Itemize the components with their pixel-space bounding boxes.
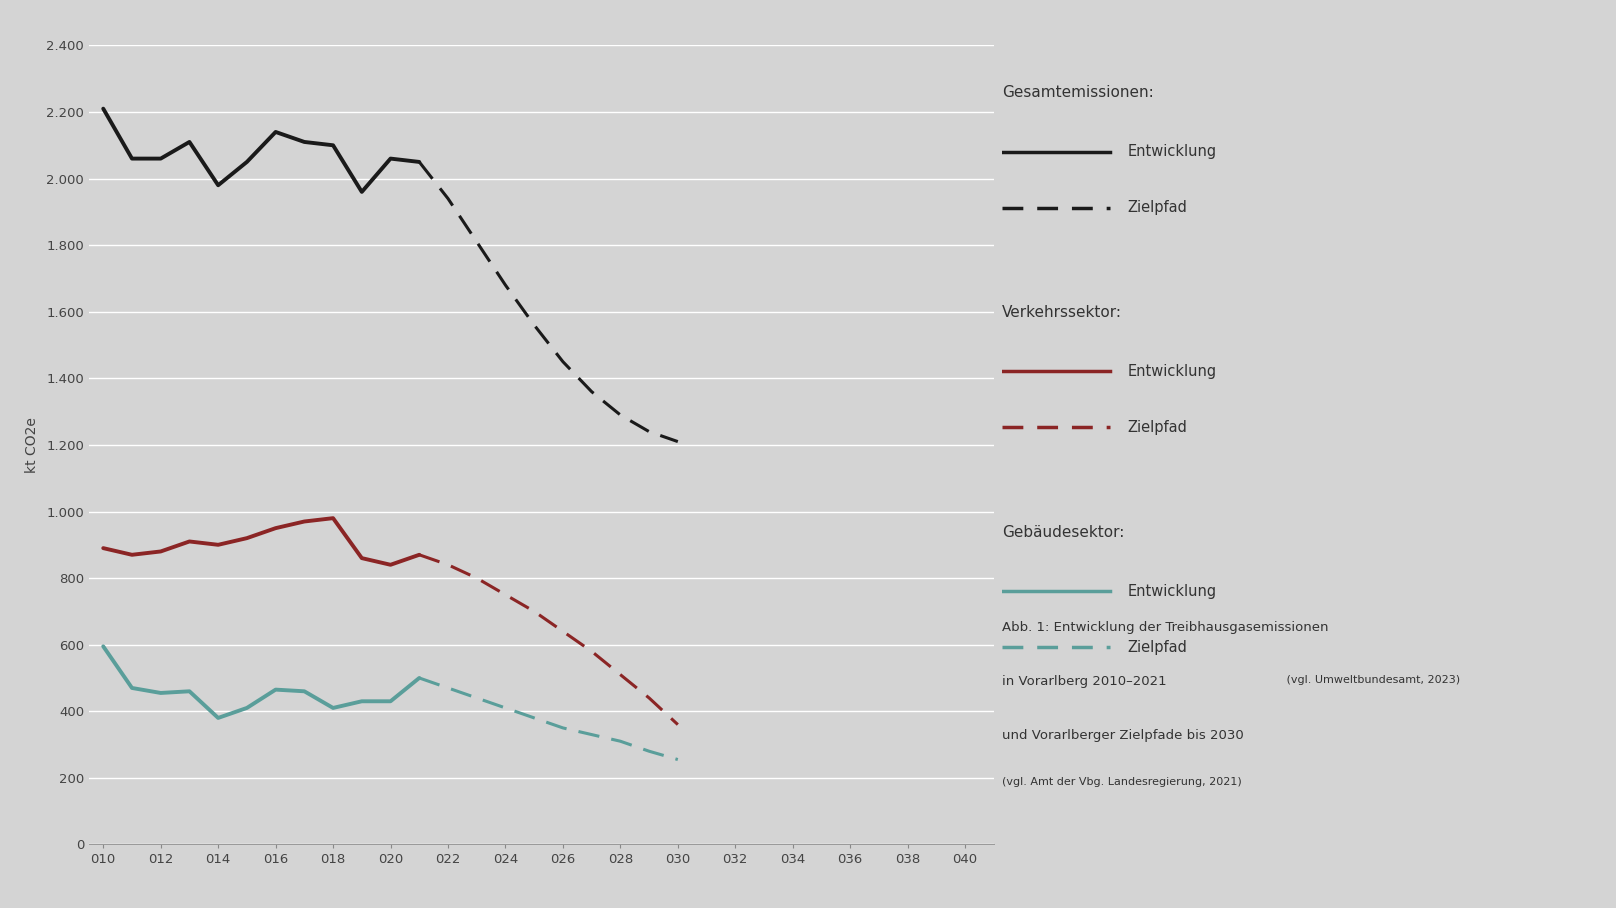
Text: Verkehrssektor:: Verkehrssektor: xyxy=(1002,305,1122,321)
Text: in Vorarlberg 2010–2021: in Vorarlberg 2010–2021 xyxy=(1002,675,1167,688)
Text: Zielpfad: Zielpfad xyxy=(1128,200,1188,215)
Text: Entwicklung: Entwicklung xyxy=(1128,584,1217,598)
Text: (vgl. Umweltbundesamt, 2023): (vgl. Umweltbundesamt, 2023) xyxy=(1283,675,1461,685)
Y-axis label: kt CO2e: kt CO2e xyxy=(26,417,39,473)
Text: (vgl. Amt der Vbg. Landesregierung, 2021): (vgl. Amt der Vbg. Landesregierung, 2021… xyxy=(1002,776,1241,786)
Text: Gesamtemissionen:: Gesamtemissionen: xyxy=(1002,85,1154,101)
Text: Zielpfad: Zielpfad xyxy=(1128,639,1188,655)
Text: Abb. 1: Entwicklung der Treibhausgasemissionen: Abb. 1: Entwicklung der Treibhausgasemis… xyxy=(1002,621,1328,634)
Text: Entwicklung: Entwicklung xyxy=(1128,364,1217,379)
Text: Gebäudesektor:: Gebäudesektor: xyxy=(1002,525,1125,540)
Text: Zielpfad: Zielpfad xyxy=(1128,419,1188,435)
Text: Entwicklung: Entwicklung xyxy=(1128,144,1217,159)
Text: und Vorarlberger Zielpfade bis 2030: und Vorarlberger Zielpfade bis 2030 xyxy=(1002,728,1244,742)
